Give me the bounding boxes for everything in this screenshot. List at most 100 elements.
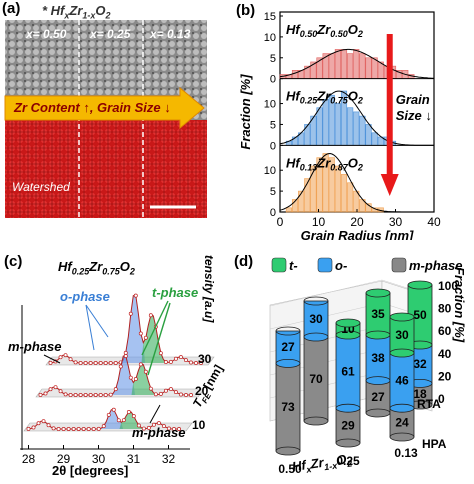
c-x-tick-label: 31 bbox=[127, 452, 141, 466]
histogram-bar bbox=[365, 57, 372, 79]
histogram-bar bbox=[322, 99, 329, 146]
column-top-cap bbox=[303, 296, 329, 306]
xrd-point bbox=[146, 425, 151, 430]
stack-cap bbox=[365, 330, 391, 340]
d-y-tick-label: 0 bbox=[438, 392, 445, 406]
xrd-point bbox=[128, 375, 133, 380]
xrd-point bbox=[133, 377, 138, 381]
fit-curve bbox=[279, 48, 435, 79]
xrd-point bbox=[58, 389, 63, 394]
xrd-point bbox=[173, 390, 178, 395]
y-tick-label: 5 bbox=[270, 53, 276, 65]
series-label: Hf0.25Zr0.75O2 bbox=[286, 89, 363, 106]
xrd-point bbox=[189, 393, 193, 397]
xrd-point bbox=[123, 354, 128, 358]
y-tick-label: 10 bbox=[264, 32, 276, 44]
xrd-point bbox=[118, 364, 123, 369]
histogram-bar bbox=[365, 124, 372, 146]
d-y-tick-label: 20 bbox=[438, 369, 452, 383]
histogram-bar bbox=[353, 111, 360, 146]
histogram-bar bbox=[334, 165, 341, 213]
segment-value: 50 bbox=[413, 308, 427, 322]
xrd-point bbox=[91, 427, 96, 431]
stack-segment-o bbox=[303, 300, 329, 338]
y-tick-label: 5 bbox=[270, 186, 276, 198]
xrd-point bbox=[48, 360, 53, 365]
xrd-point bbox=[163, 359, 168, 364]
segment-value: 30 bbox=[309, 312, 323, 326]
xrd-point bbox=[173, 356, 178, 361]
segment-value: 27 bbox=[281, 340, 295, 354]
zr-content-arrow bbox=[4, 86, 205, 130]
x-tick-label: 30 bbox=[389, 215, 403, 229]
panel-b-label: (b) bbox=[236, 2, 256, 19]
column-top-cap bbox=[365, 288, 391, 298]
process-rta: RTA bbox=[417, 397, 441, 411]
xrd-point bbox=[108, 361, 113, 365]
xrd-point bbox=[168, 387, 173, 392]
arrow-text: Zr Content ↑, Grain Size ↓ bbox=[14, 100, 171, 115]
xrd-point bbox=[108, 392, 113, 397]
xrd-point bbox=[51, 426, 56, 431]
c-x-tick-label: 32 bbox=[162, 452, 176, 466]
xrd-point bbox=[113, 387, 118, 392]
xrd-point bbox=[153, 392, 158, 397]
d-x-tick-label: 0.50 bbox=[278, 462, 302, 476]
xrd-point bbox=[133, 293, 138, 298]
xrd-point bbox=[78, 393, 83, 397]
segment-value: 30 bbox=[395, 328, 409, 342]
stack-segment-t bbox=[365, 292, 391, 336]
xrd-point bbox=[83, 361, 88, 365]
o-phase-fill bbox=[95, 295, 145, 363]
xrd-point bbox=[68, 357, 73, 362]
c-x-tick-label: 28 bbox=[22, 452, 36, 466]
xrd-point bbox=[68, 393, 73, 397]
grain-size-arrow-shaft bbox=[386, 34, 393, 174]
xrd-point bbox=[136, 423, 141, 428]
histogram-bar bbox=[316, 157, 323, 213]
segment-value: 24 bbox=[395, 416, 409, 430]
y-tick-label: 10 bbox=[264, 165, 276, 177]
d-y-tick-label: 60 bbox=[438, 324, 452, 338]
y-tick-label: 10 bbox=[264, 99, 276, 111]
histogram-bar bbox=[328, 53, 335, 79]
histogram-bar bbox=[291, 70, 299, 79]
stack-cap bbox=[365, 408, 391, 418]
t-phase-pointer bbox=[147, 302, 171, 376]
xrd-point bbox=[78, 361, 83, 365]
segment-value: 61 bbox=[341, 365, 355, 379]
segment-value: 70 bbox=[309, 372, 323, 386]
xrd-point bbox=[86, 427, 91, 431]
segment-value: 29 bbox=[341, 419, 355, 433]
xrd-point bbox=[184, 393, 188, 397]
xrd-point bbox=[148, 386, 153, 391]
column-top-cap bbox=[407, 280, 433, 290]
c-z-tick-label: 30 bbox=[198, 352, 212, 366]
t-phase-fill bbox=[141, 315, 166, 363]
d-y-tick-label: 40 bbox=[438, 347, 452, 361]
legend-swatch bbox=[271, 257, 287, 273]
xrd-point bbox=[126, 410, 131, 414]
stack-cap bbox=[389, 403, 415, 413]
histogram-bar bbox=[359, 115, 366, 146]
m-phase-pointer bbox=[149, 404, 161, 424]
histogram-bar bbox=[291, 199, 299, 213]
xrd-point bbox=[141, 426, 146, 431]
d-y-tick-label: 100 bbox=[438, 279, 458, 293]
xrd-point bbox=[128, 311, 133, 316]
histogram-bar bbox=[304, 178, 311, 213]
xrd-point bbox=[81, 427, 86, 431]
xrd-point bbox=[123, 350, 128, 355]
stack-cap bbox=[275, 446, 301, 456]
panel-b: (b) Hf0.50Zr0.50O2 15 10 5 0 Hf0.25Zr0.75O2 10… bbox=[222, 0, 474, 240]
stack-cap bbox=[389, 348, 415, 358]
xrd-point bbox=[103, 361, 108, 365]
stack-cap bbox=[335, 330, 361, 340]
xrd-point bbox=[93, 393, 98, 397]
o-phase-label: o-phase bbox=[60, 289, 110, 304]
xrd-point bbox=[73, 360, 78, 365]
x-label-025: x= 0.25 bbox=[90, 27, 131, 41]
histogram-bar bbox=[347, 107, 354, 146]
t-phase-label: t-phase bbox=[152, 285, 199, 300]
stack-segment-m bbox=[275, 363, 301, 452]
